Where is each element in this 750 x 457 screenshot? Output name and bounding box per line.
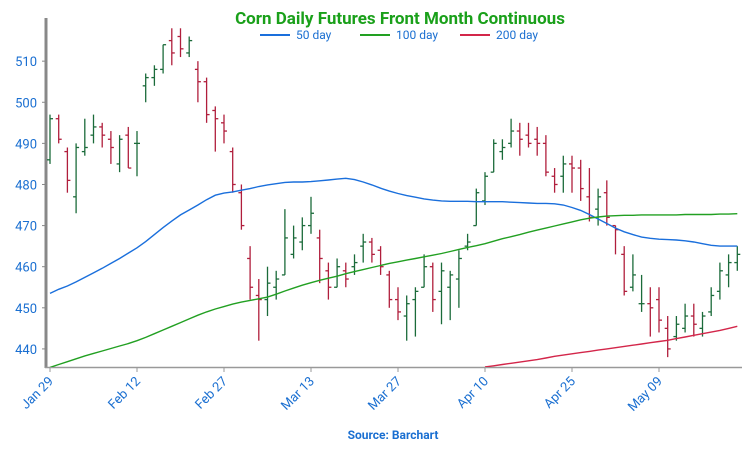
y-tick-label: 470 [15, 220, 37, 235]
y-tick-label: 460 [15, 261, 37, 276]
x-tick-label: Apr 25 [541, 374, 578, 411]
x-tick-label: Feb 12 [106, 374, 144, 412]
legend-label: 100 day [396, 28, 438, 42]
moving-average-line [49, 213, 738, 367]
y-tick-label: 490 [15, 137, 37, 152]
y-tick-label: 500 [15, 96, 37, 111]
x-tick-label: Mar 13 [278, 374, 317, 413]
plot-area [47, 28, 741, 367]
chart-title: Corn Daily Futures Front Month Continuou… [235, 9, 565, 29]
x-tick-label: Jan 29 [18, 374, 56, 412]
y-tick-label: 510 [15, 55, 37, 70]
source-note: Source: Barchart [348, 428, 439, 442]
moving-average-line [484, 325, 738, 367]
x-tick-label: Mar 27 [365, 374, 404, 413]
moving-average-line [49, 177, 738, 295]
legend-label: 50 day [296, 28, 332, 42]
y-tick-label: 450 [15, 302, 37, 317]
y-tick-label: 440 [15, 343, 37, 358]
x-tick-label: Apr 10 [454, 374, 491, 411]
y-tick-label: 480 [15, 178, 37, 193]
x-tick-label: May 09 [625, 374, 666, 415]
x-tick-label: Feb 27 [193, 374, 231, 412]
legend-label: 200 day [496, 28, 538, 42]
